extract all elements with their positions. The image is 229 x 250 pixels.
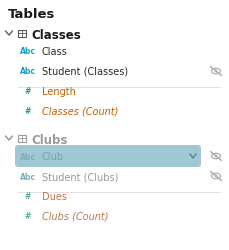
Text: #: # xyxy=(25,87,31,96)
Text: #: # xyxy=(25,192,31,201)
Circle shape xyxy=(214,175,216,178)
Text: Abc: Abc xyxy=(20,47,36,56)
Text: #: # xyxy=(25,212,31,220)
Text: Tables: Tables xyxy=(8,8,55,21)
Text: Classes: Classes xyxy=(31,29,80,42)
Text: Abc: Abc xyxy=(20,152,36,161)
Text: Class: Class xyxy=(42,47,68,57)
Circle shape xyxy=(214,155,216,158)
Circle shape xyxy=(214,70,216,73)
Text: #: # xyxy=(25,107,31,116)
Bar xyxy=(18,30,26,37)
Text: Abc: Abc xyxy=(20,172,36,181)
Text: Student (Classes): Student (Classes) xyxy=(42,67,128,77)
Text: Clubs: Clubs xyxy=(31,134,67,146)
FancyBboxPatch shape xyxy=(15,146,200,167)
Text: Dues: Dues xyxy=(42,191,67,201)
Text: Student (Clubs): Student (Clubs) xyxy=(42,171,118,181)
Text: Abc: Abc xyxy=(20,67,36,76)
Text: Club: Club xyxy=(42,152,64,161)
Text: Length: Length xyxy=(42,87,76,97)
Text: Clubs (Count): Clubs (Count) xyxy=(42,211,108,221)
Text: Classes (Count): Classes (Count) xyxy=(42,106,118,117)
Bar xyxy=(18,135,26,142)
